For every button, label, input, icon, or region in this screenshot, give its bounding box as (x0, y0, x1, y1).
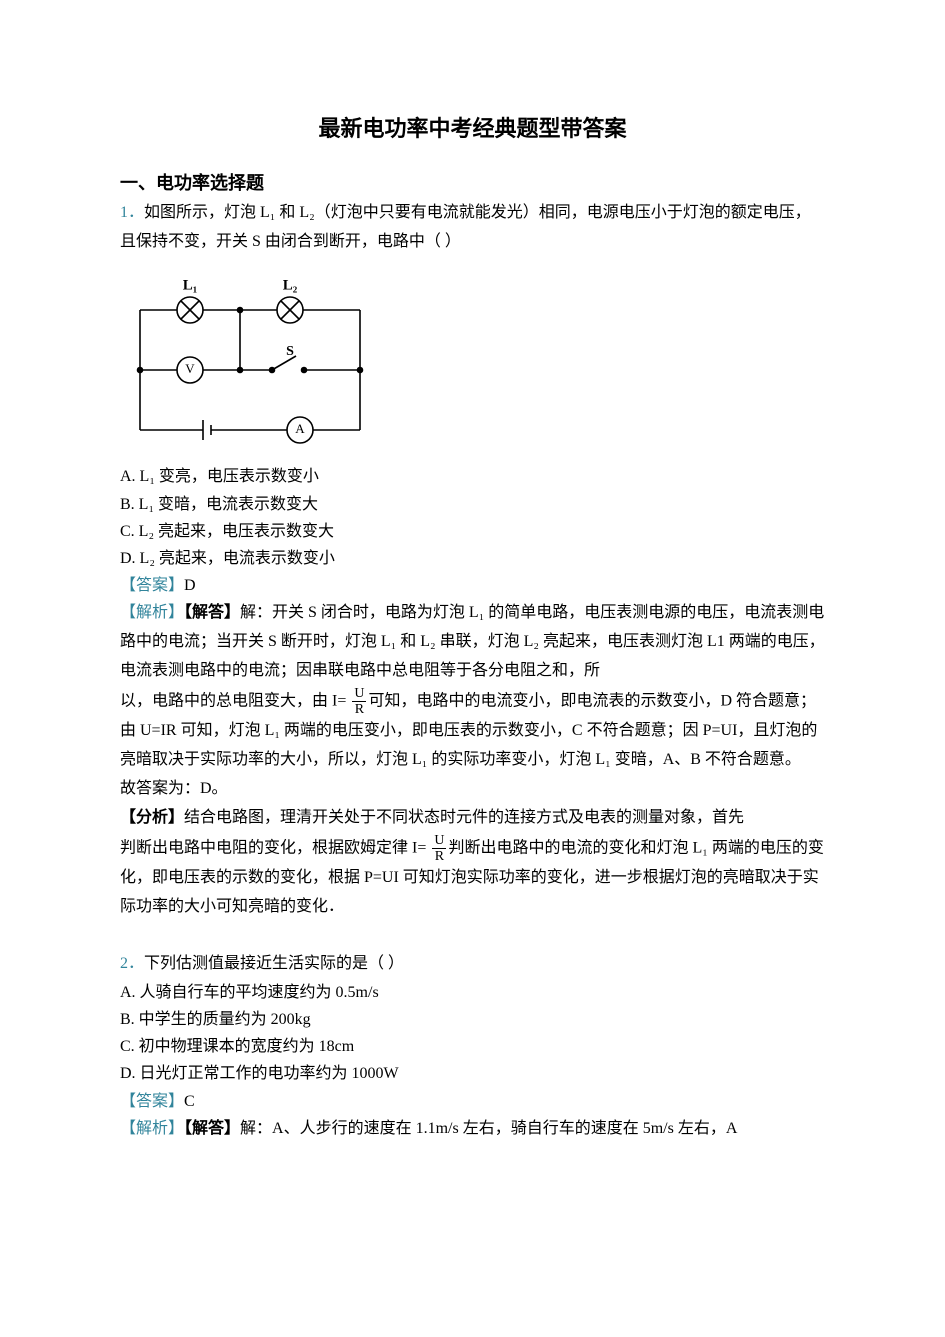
svg-text:A: A (295, 421, 305, 436)
q1-parse-1: 【解析】【解答】解：开关 S 闭合时，电路为灯泡 L₁ 的简单电路，电压表测电源… (120, 599, 825, 685)
q1-option-a: A. L₁ 变亮，电压表示数变小 (120, 463, 825, 490)
fraction-2: UR (432, 833, 446, 865)
q2-parse: 【解析】【解答】解：A、人步行的速度在 1.1m/s 左右，骑自行车的速度在 5… (120, 1115, 825, 1144)
svg-text:V: V (185, 361, 195, 376)
analysis-text-2a: 判断出电路中电阻的变化，根据欧姆定律 I= (120, 839, 430, 856)
q2-option-d: D. 日光灯正常工作的电功率约为 1000W (120, 1060, 825, 1087)
q1-stem: 1．如图所示，灯泡 L₁ 和 L₂（灯泡中只要有电流就能发光）相同，电源电压小于… (120, 199, 825, 257)
svg-text:L₁: L₁ (183, 278, 198, 294)
analysis-bold: 【分析】 (120, 809, 184, 826)
answer-label-2: 【答案】 (120, 1093, 184, 1110)
section-header: 一、电功率选择题 (120, 169, 825, 195)
answer-label: 【答案】 (120, 577, 184, 594)
spacer (120, 922, 825, 950)
q1-number: 1． (120, 204, 144, 221)
circuit-diagram: V A L₁ L₂ S (120, 270, 825, 455)
svg-text:L₂: L₂ (283, 278, 298, 294)
q2-answer: 【答案】C (120, 1088, 825, 1115)
parse-text-2a: 以，电路中的总电阻变大，由 I= (120, 692, 350, 709)
q1-option-b: B. L₁ 变暗，电流表示数变大 (120, 491, 825, 518)
analysis-text-1: 结合电路图，理清开关处于不同状态时元件的连接方式及电表的测量对象，首先 (184, 809, 744, 826)
answer-letter: D (184, 577, 196, 594)
document-page: 最新电功率中考经典题型带答案 一、电功率选择题 1．如图所示，灯泡 L₁ 和 L… (0, 0, 945, 1337)
q2-number: 2． (120, 955, 144, 972)
parse-bold-2: 【解答】 (184, 1120, 240, 1137)
q2-stem-text: 下列估测值最接近生活实际的是（ ） (144, 955, 404, 972)
q1-parse-3: 故答案为：D。 (120, 775, 825, 804)
parse-bold: 【解答】 (184, 604, 240, 621)
fraction-1: UR (352, 686, 366, 718)
q1-analysis-2: 判断出电路中电阻的变化，根据欧姆定律 I= UR判断出电路中的电流的变化和灯泡 … (120, 833, 825, 922)
q1-analysis-1: 【分析】结合电路图，理清开关处于不同状态时元件的连接方式及电表的测量对象，首先 (120, 804, 825, 833)
parse-label: 【解析】 (120, 604, 184, 621)
q2-option-c: C. 初中物理课本的宽度约为 18cm (120, 1033, 825, 1060)
q1-stem-text: 如图所示，灯泡 L₁ 和 L₂（灯泡中只要有电流就能发光）相同，电源电压小于灯泡… (120, 204, 811, 250)
q1-parse-2: 以，电路中的总电阻变大，由 I= UR可知，电路中的电流变小，即电流表的示数变小… (120, 686, 825, 775)
q2-option-b: B. 中学生的质量约为 200kg (120, 1006, 825, 1033)
q2-stem: 2．下列估测值最接近生活实际的是（ ） (120, 950, 825, 979)
svg-text:S: S (286, 345, 294, 360)
q1-answer: 【答案】D (120, 572, 825, 599)
parse-label-2: 【解析】 (120, 1120, 184, 1137)
q2-option-a: A. 人骑自行车的平均速度约为 0.5m/s (120, 979, 825, 1006)
answer-letter-2: C (184, 1093, 195, 1110)
q1-option-c: C. L₂ 亮起来，电压表示数变大 (120, 518, 825, 545)
page-title: 最新电功率中考经典题型带答案 (120, 111, 825, 143)
q1-option-d: D. L₂ 亮起来，电流表示数变小 (120, 545, 825, 572)
circuit-svg: V A L₁ L₂ S (120, 270, 380, 450)
q2-parse-text: 解：A、人步行的速度在 1.1m/s 左右，骑自行车的速度在 5m/s 左右，A (240, 1120, 737, 1137)
